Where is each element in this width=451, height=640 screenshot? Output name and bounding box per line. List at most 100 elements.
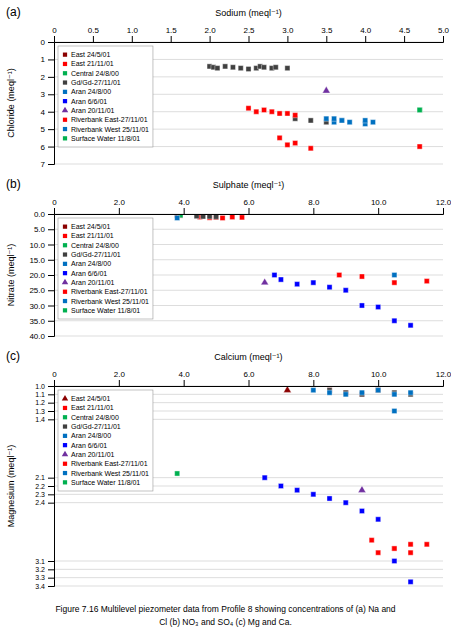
point <box>327 285 332 290</box>
tick-label: 3.5 <box>321 26 333 35</box>
point <box>272 272 277 277</box>
tick-mark <box>132 36 133 42</box>
tick-label: 0 <box>41 38 46 47</box>
point <box>246 106 251 111</box>
legend-marker <box>63 90 67 94</box>
panel-label: (a) <box>6 5 21 19</box>
point <box>273 65 278 70</box>
tick-label: 0 <box>52 370 57 379</box>
tick-label: 12.0 <box>436 198 451 207</box>
legend-frame <box>58 46 153 147</box>
tick: 10.0 <box>29 241 54 250</box>
tick-label: 2.0 <box>114 370 126 379</box>
point <box>376 517 381 522</box>
grid-line <box>54 502 443 503</box>
series <box>246 106 298 118</box>
tick-label: 8.0 <box>308 198 320 207</box>
tick-label: 4.5 <box>399 26 411 35</box>
series <box>417 107 422 112</box>
tick-label: 1.1 <box>35 391 45 398</box>
legend-marker <box>63 243 67 247</box>
tick-label: 4.0 <box>360 26 372 35</box>
tick: 10.0 <box>371 370 387 386</box>
point <box>322 86 330 93</box>
tick: 2.0 <box>114 198 126 214</box>
point <box>337 272 342 277</box>
legend-label: East 21/11/01 <box>71 404 114 411</box>
axis-line <box>55 208 444 215</box>
tick-mark <box>287 36 288 42</box>
point <box>261 278 269 285</box>
legend-label: East 24/5/01 <box>71 223 110 230</box>
tick: 1.3 <box>35 408 54 415</box>
point <box>376 388 381 393</box>
tick-mark <box>119 380 120 386</box>
tick-label: 5.0 <box>438 26 450 35</box>
point <box>246 66 251 71</box>
point <box>175 215 180 220</box>
grid <box>54 42 443 164</box>
legend-marker <box>63 434 67 438</box>
legend-label: Riverbank East-27/11/01 <box>71 116 148 123</box>
tick-mark <box>48 112 54 113</box>
tick-mark <box>48 77 54 78</box>
legend-marker <box>63 234 67 238</box>
grid <box>54 386 443 586</box>
tick-label: 1.0 <box>127 26 139 35</box>
point <box>230 215 235 220</box>
axis-line <box>55 36 444 43</box>
point <box>214 215 219 220</box>
tick: 35.0 <box>29 317 54 326</box>
tick-mark <box>365 36 366 42</box>
legend-label: Gd/Gd-27/11/01 <box>71 251 121 258</box>
point <box>175 471 180 476</box>
tick-label: 2.5 <box>243 26 255 35</box>
tick: 2.0 <box>205 26 217 42</box>
tick-mark <box>54 380 55 386</box>
legend-marker <box>63 462 67 466</box>
tick-mark <box>184 380 185 386</box>
y-axis: 01234567 <box>41 38 55 169</box>
x-axis-title: Calcium (meql⁻¹) <box>214 352 282 362</box>
x-axis-title: Sulphate (meql⁻¹) <box>213 180 284 190</box>
series <box>262 475 413 584</box>
point <box>343 288 348 293</box>
tick: 0 <box>52 198 57 214</box>
legend-marker <box>63 99 67 103</box>
legend-marker <box>63 271 67 275</box>
tick-label: 3.3 <box>35 574 45 581</box>
point <box>359 390 364 395</box>
tick-mark <box>184 208 185 214</box>
legend-label: Riverbank East-27/11/01 <box>71 460 148 467</box>
tick: 2.2 <box>35 483 54 490</box>
tick: 25.0 <box>29 286 54 295</box>
legend-marker <box>63 415 67 419</box>
tick-label: 20.0 <box>29 271 45 280</box>
tick-label: 5 <box>41 125 46 134</box>
tick-mark <box>48 59 54 60</box>
tick-mark <box>48 578 54 579</box>
point <box>215 66 220 71</box>
legend-label: Aran 20/11/01 <box>71 107 115 114</box>
x-axis: 02.04.06.08.010.012.0 <box>52 370 451 387</box>
series <box>369 538 413 556</box>
legend: East 24/5/01East 21/11/01Central 24/8/00… <box>58 46 153 147</box>
tick-mark <box>48 147 54 148</box>
legend-label: Central 24/8/00 <box>71 242 119 249</box>
legend-label: Aran 24/8/00 <box>71 260 111 267</box>
legend: East 24/5/01East 21/11/01Central 24/8/00… <box>58 218 153 319</box>
tick-label: 5.0 <box>34 225 46 234</box>
tick: 10.0 <box>371 198 387 214</box>
point <box>370 120 375 125</box>
tick: 3.3 <box>35 574 54 581</box>
legend-label: East 24/5/01 <box>71 51 110 58</box>
tick-mark <box>210 36 211 42</box>
tick-mark <box>48 386 54 387</box>
tick: 6.0 <box>243 370 255 386</box>
point <box>262 107 267 112</box>
point <box>223 64 228 69</box>
tick-mark <box>378 208 379 214</box>
point <box>408 550 413 555</box>
tick: 2.4 <box>35 499 54 506</box>
point <box>327 496 332 501</box>
